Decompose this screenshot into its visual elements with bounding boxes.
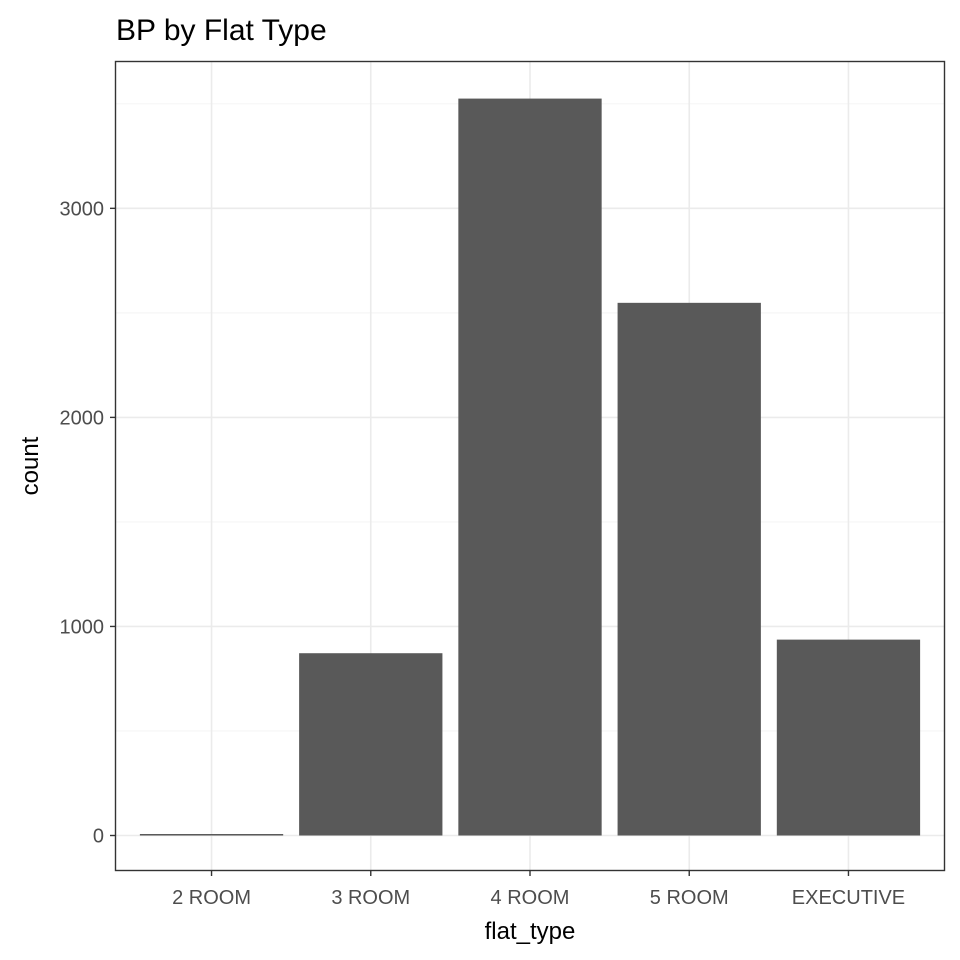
y-tick-label: 1000 [60,616,105,638]
bar [299,653,443,836]
chart-title: BP by Flat Type [116,14,327,47]
x-axis-title: flat_type [485,918,576,945]
bar [776,639,921,836]
x-tick-label: 3 ROOM [331,887,410,909]
bar [139,834,284,836]
bar [458,98,602,836]
x-axis: 2 ROOM 3 ROOM 4 ROOM 5 ROOM EXECUTIVE [172,870,905,909]
y-axis: 0 1000 2000 3000 [60,198,116,848]
y-tick-label: 2000 [60,407,105,429]
y-tick-label: 3000 [60,198,105,220]
bars [139,98,921,836]
x-tick-label: 5 ROOM [650,887,729,909]
x-tick-label: 4 ROOM [491,887,570,909]
x-tick-label: EXECUTIVE [792,887,905,909]
bar [617,302,761,836]
x-tick-label: 2 ROOM [172,887,251,909]
y-tick-label: 0 [93,826,104,848]
y-axis-title: count [17,436,44,495]
